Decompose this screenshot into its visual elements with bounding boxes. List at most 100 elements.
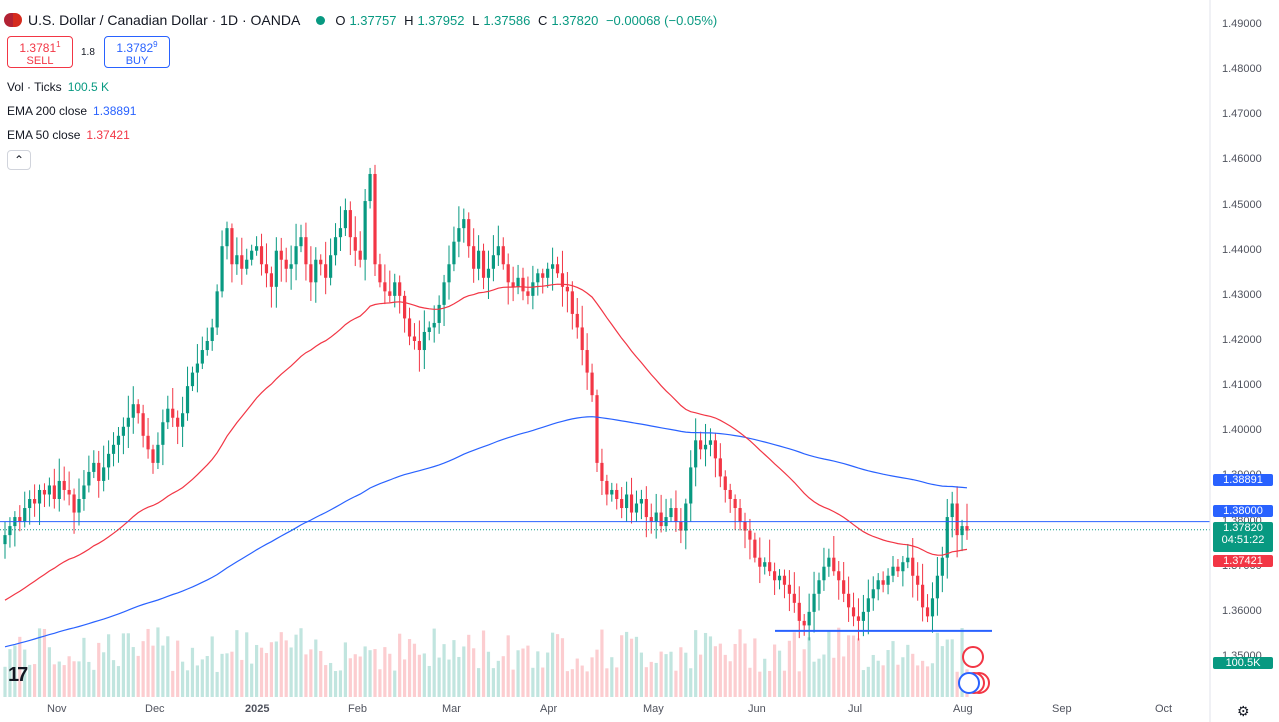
price-tick-label: 1.48000 (1222, 63, 1262, 76)
volume-bar (23, 649, 27, 697)
candle-body (33, 499, 37, 504)
canada-flag-icon[interactable] (962, 646, 984, 668)
ema50-legend[interactable]: EMA 50 close 1.37421 (7, 128, 130, 142)
volume-bar (205, 655, 209, 697)
candle-body (674, 508, 678, 522)
price-tick-label: 1.43000 (1222, 288, 1262, 301)
level-price-label: 1.38000 (1213, 505, 1273, 517)
volume-bar (625, 631, 629, 697)
candle-body (314, 259, 318, 283)
volume-bar (570, 669, 574, 697)
volume-bar (82, 637, 86, 697)
candle-body (87, 471, 91, 486)
candle-body (309, 264, 313, 283)
candle-body (782, 575, 787, 585)
volume-indicator-legend[interactable]: Vol · Ticks 100.5 K (7, 80, 109, 94)
candle-body (773, 571, 777, 581)
volume-bar (97, 642, 101, 697)
last-price-label: 1.37820 04:51:22 (1213, 522, 1273, 552)
candle-body (605, 480, 609, 495)
volume-bar (802, 649, 806, 697)
volume-bar (758, 671, 762, 697)
volume-bar (856, 638, 861, 697)
candle-body (37, 489, 42, 504)
candle-body (575, 313, 579, 328)
sell-button[interactable]: 1.37811 SELL (7, 36, 73, 68)
volume-bar (279, 632, 283, 697)
candle-body (62, 480, 66, 490)
candle-body (911, 557, 915, 576)
candle-body (881, 580, 885, 585)
time-tick-label: Jul (848, 703, 863, 715)
volume-bar (555, 634, 560, 697)
candle-body (121, 426, 125, 436)
volume-bar (565, 671, 569, 697)
volume-bar (52, 664, 56, 697)
volume-bar (195, 665, 199, 697)
volume-bar (896, 664, 900, 697)
candle-body (304, 237, 308, 265)
candle-body (259, 246, 264, 265)
settings-gear-icon[interactable]: ⚙ (1237, 703, 1250, 719)
volume-bar (57, 661, 61, 697)
volume-bar (333, 671, 338, 697)
volume-bars (3, 627, 969, 697)
candle-body (235, 255, 239, 265)
candle-body (925, 607, 930, 617)
candle-body (422, 331, 426, 351)
candle-body (343, 210, 347, 229)
candle-body (876, 580, 880, 590)
countdown-value: 04:51:22 (1221, 534, 1265, 546)
candle-body (407, 318, 412, 337)
volume-bar (807, 637, 811, 697)
volume-bar (891, 641, 895, 697)
volume-bar (403, 659, 407, 697)
volume-bar (146, 628, 150, 697)
volume-bar (274, 641, 278, 697)
candle-body (412, 336, 417, 341)
tradingview-logo[interactable]: 17 (8, 664, 28, 686)
ema200-legend[interactable]: EMA 200 close 1.38891 (7, 104, 136, 118)
candle-body (689, 467, 693, 504)
volume-bar (718, 643, 722, 697)
us-flag-icon[interactable] (958, 672, 980, 694)
volume-bar (8, 649, 12, 697)
candle-body (659, 512, 663, 527)
volume-bar (649, 661, 653, 697)
volume-bar (797, 671, 801, 697)
candle-body (23, 508, 27, 522)
volume-bar (575, 658, 579, 697)
candle-body (171, 408, 175, 418)
candle-body (102, 467, 106, 481)
volume-value: 100.5 K (67, 80, 110, 94)
volume-label: Vol · Ticks (7, 80, 62, 94)
symbol-title[interactable]: U.S. Dollar / Canadian Dollar · 1D · OAN… (28, 12, 301, 28)
candle-body (565, 286, 569, 292)
volume-bar (521, 648, 525, 697)
volume-bar (368, 650, 372, 697)
volume-bar (871, 654, 875, 697)
volume-bar (506, 635, 510, 697)
candle-body (728, 489, 732, 499)
volume-bar (269, 642, 273, 697)
volume-bar (689, 668, 693, 697)
volume-bar (245, 632, 249, 697)
collapse-legend-button[interactable]: ⌃ (7, 150, 31, 170)
candle-body (600, 462, 604, 481)
volume-bar (703, 632, 708, 697)
volume-bar (472, 648, 476, 697)
buy-button[interactable]: 1.37829 BUY (104, 36, 170, 68)
candle-body (842, 580, 846, 594)
volume-bar (393, 670, 397, 697)
candle-body (560, 273, 565, 287)
chevron-up-icon: ⌃ (13, 153, 25, 167)
candle-body (935, 575, 939, 599)
volume-bar (299, 628, 303, 697)
candle-body (427, 327, 431, 332)
candle-body (570, 291, 574, 314)
candle-body (595, 395, 599, 463)
buy-price: 1.3782 (116, 41, 154, 55)
candle-body (590, 372, 594, 396)
volume-bar (768, 670, 772, 697)
